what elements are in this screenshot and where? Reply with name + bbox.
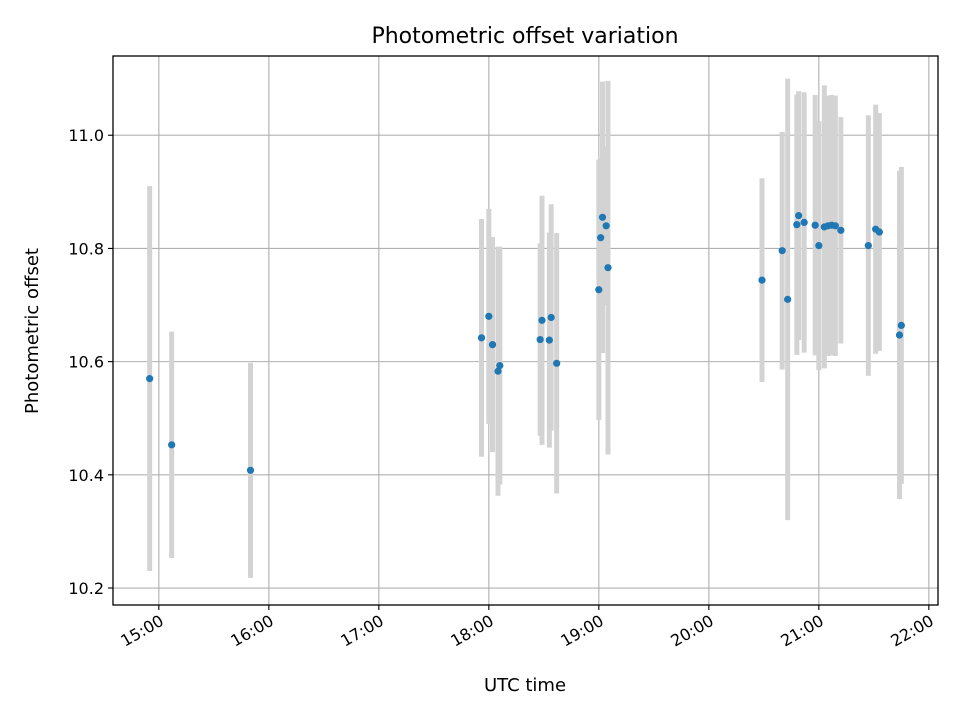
data-point	[496, 361, 504, 370]
x-tick-label: 15:00	[117, 611, 166, 651]
y-tick-label: 10.2	[68, 579, 104, 598]
y-axis-ticks: 10.2 10.4 10.6 10.8 11.0	[68, 126, 113, 598]
data-point	[477, 334, 486, 342]
data-point	[897, 321, 905, 330]
data-point	[595, 286, 603, 294]
plot-frame	[112, 55, 939, 606]
data-point	[864, 242, 872, 250]
data-point	[246, 466, 255, 474]
data-point	[488, 341, 497, 349]
data-point	[536, 335, 544, 344]
data-point	[793, 221, 801, 229]
data-point	[168, 441, 176, 449]
data-point	[758, 276, 766, 284]
data-point	[597, 234, 605, 242]
y-tick-label: 10.8	[68, 239, 104, 258]
data-point	[815, 242, 823, 250]
data-point	[795, 212, 803, 220]
data-point	[831, 222, 839, 230]
data-points	[146, 212, 905, 474]
data-point	[604, 264, 612, 272]
data-point	[547, 313, 555, 322]
data-point	[800, 218, 808, 226]
data-point	[146, 375, 154, 383]
x-tick-label: 16:00	[227, 611, 276, 651]
data-point	[837, 226, 845, 234]
error-bars	[147, 78, 904, 578]
data-point	[553, 359, 561, 367]
x-tick-label: 22:00	[887, 611, 936, 651]
x-axis-ticks: 15:00 16:00 17:00 18:00 19:00 20:00 21:00 22:00	[117, 605, 937, 651]
x-tick-label: 20:00	[667, 611, 716, 651]
data-point	[811, 221, 819, 229]
data-point	[778, 247, 786, 255]
data-point	[545, 336, 553, 344]
x-tick-label: 19:00	[557, 611, 606, 651]
data-point	[784, 295, 792, 303]
y-tick-label: 10.6	[68, 353, 104, 372]
data-point	[598, 213, 607, 221]
data-point	[538, 316, 546, 324]
x-tick-label: 17:00	[337, 611, 386, 651]
y-tick-label: 11.0	[68, 126, 104, 145]
x-tick-label: 21:00	[777, 611, 826, 651]
data-point	[602, 222, 610, 230]
data-point	[485, 312, 493, 320]
chart-title: Photometric offset variation	[371, 24, 678, 49]
data-point	[895, 331, 904, 339]
data-point	[494, 367, 502, 375]
data-point	[875, 228, 883, 236]
x-axis-label: UTC time	[484, 675, 566, 696]
x-tick-label: 18:00	[447, 611, 496, 651]
y-tick-label: 10.4	[68, 466, 104, 485]
y-axis-label: Photometric offset	[22, 248, 43, 414]
